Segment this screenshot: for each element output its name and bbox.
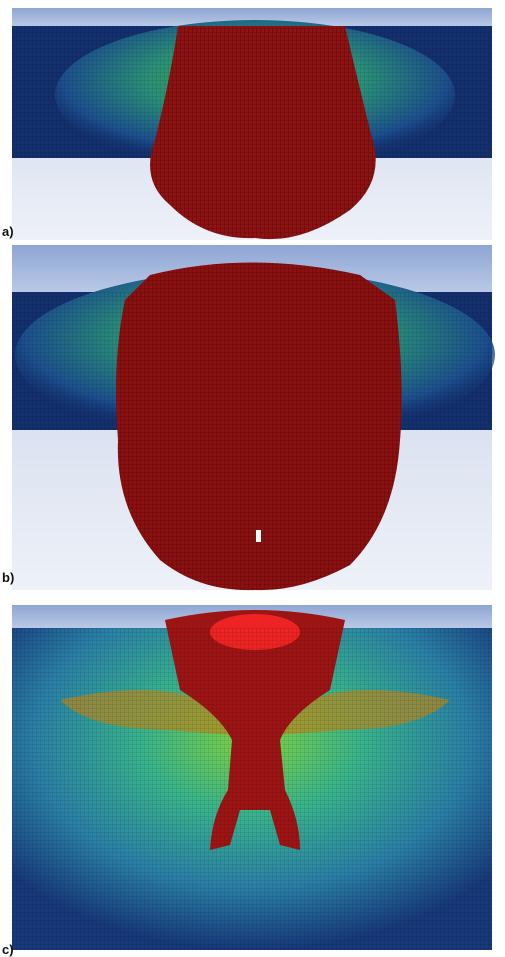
hole	[256, 530, 261, 542]
panel-label: b)	[2, 570, 14, 585]
panel-label: c)	[2, 942, 14, 957]
panel-a: a)	[2, 8, 492, 240]
panel-label: a)	[2, 224, 14, 239]
panel-c: c)	[2, 605, 492, 957]
page: a) b) c) (() => { const data = JSON.pars…	[0, 0, 505, 957]
figure: a) b) c)	[0, 0, 505, 957]
deformed-mesh	[150, 26, 376, 239]
mesh	[12, 628, 492, 950]
panel-b: b)	[2, 245, 495, 590]
